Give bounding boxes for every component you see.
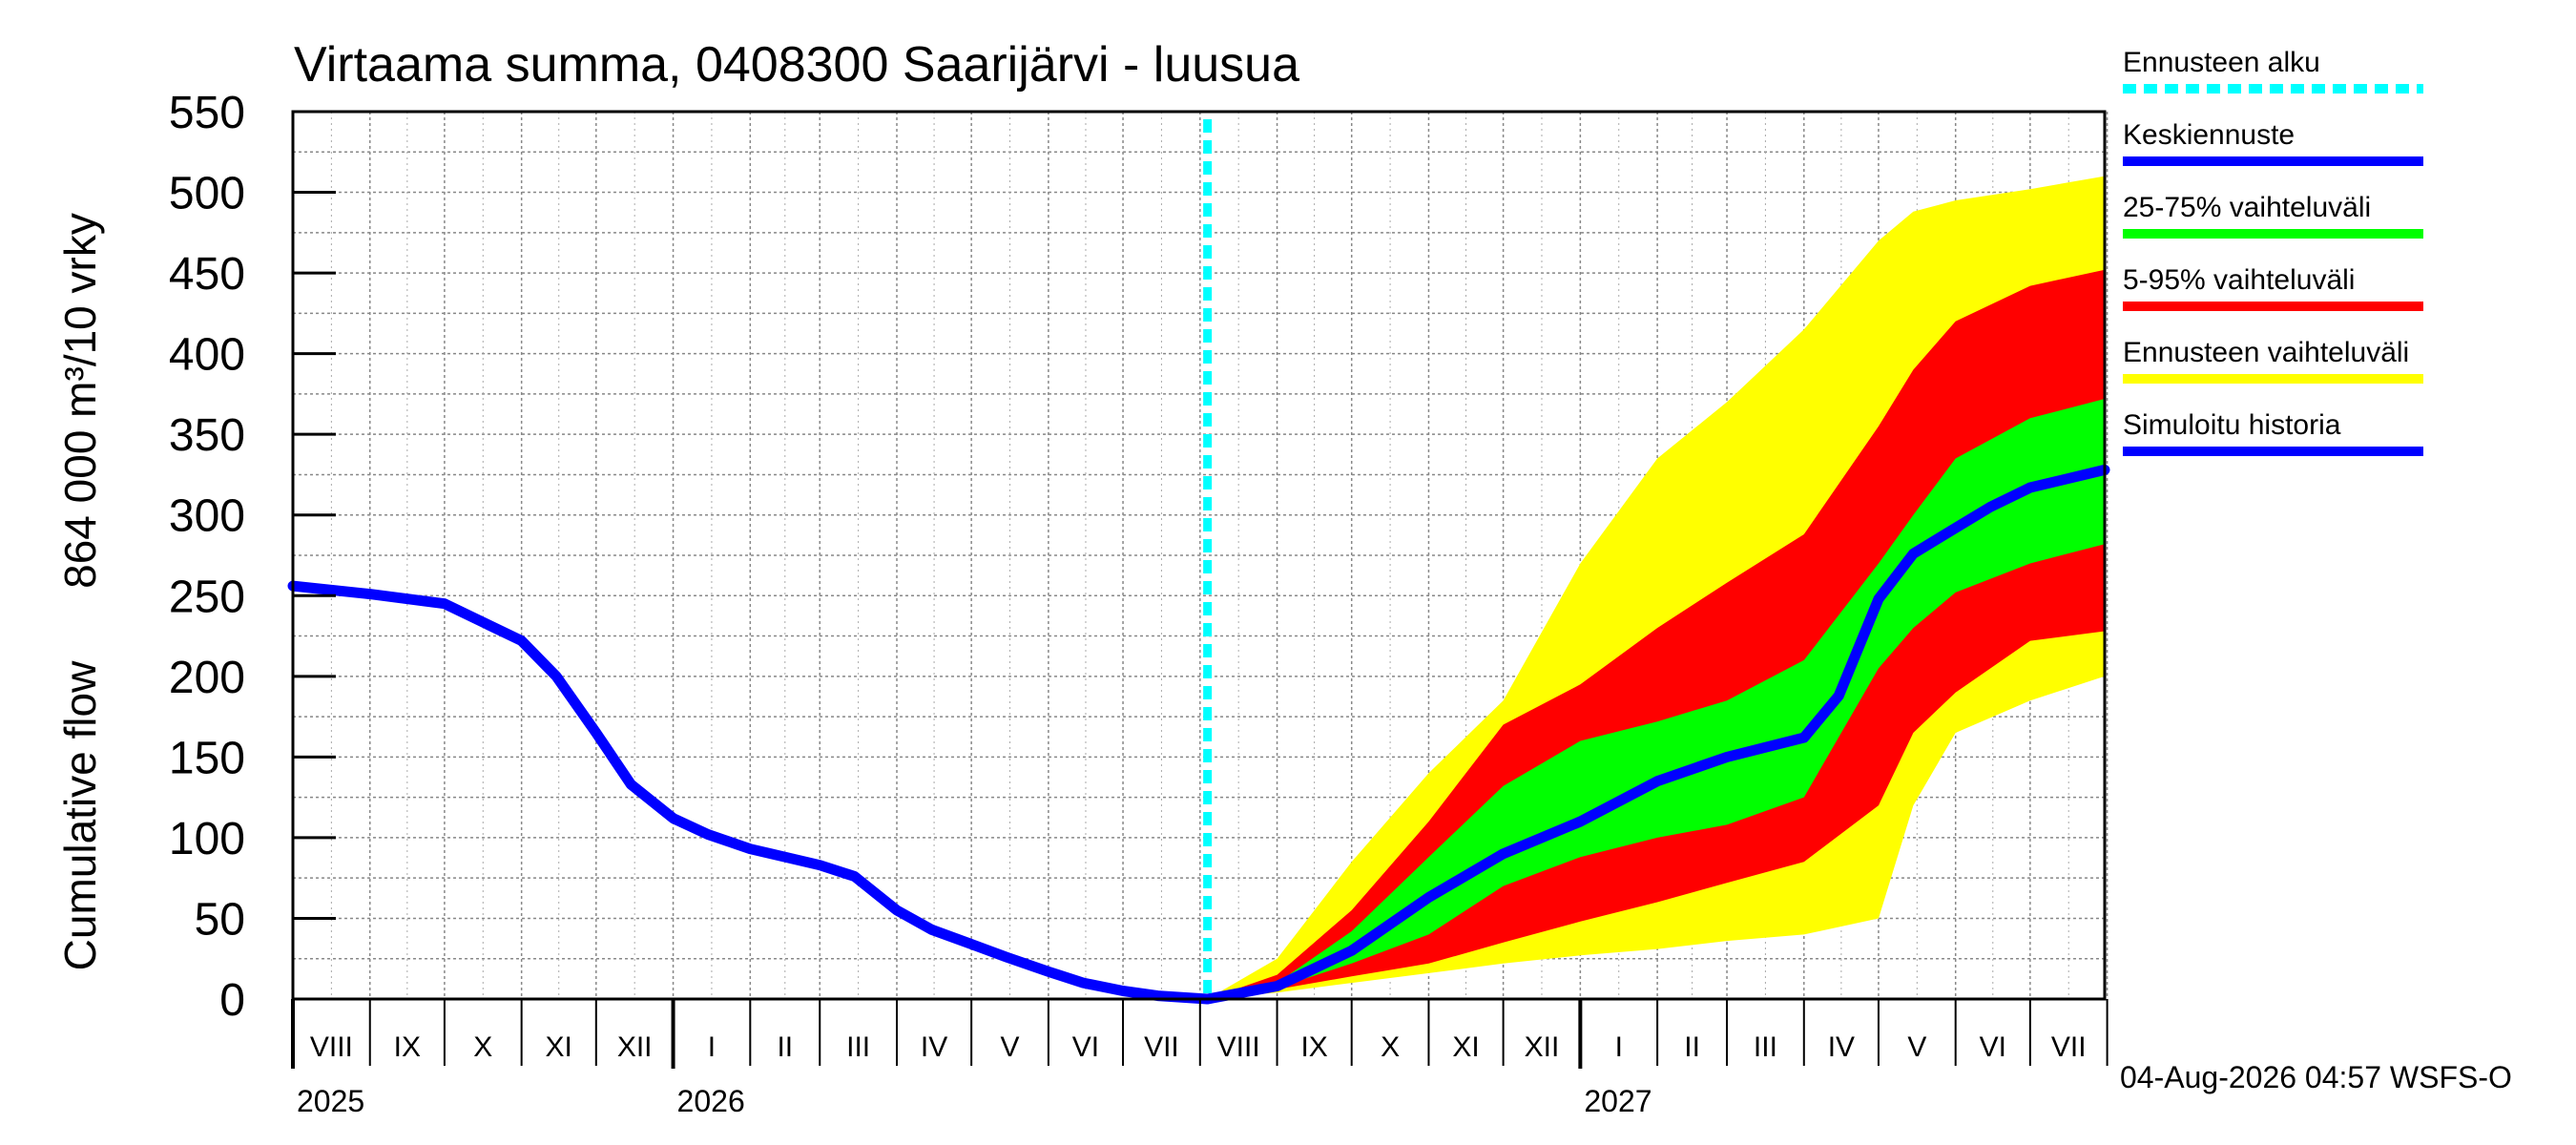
y-tick-label: 400 xyxy=(169,330,245,381)
y-tick-label: 300 xyxy=(169,491,245,542)
x-tick-label: V xyxy=(1907,1031,1926,1063)
y-tick-label: 200 xyxy=(169,653,245,703)
y-tick-label: 150 xyxy=(169,733,245,783)
x-tick-label: III xyxy=(846,1031,870,1063)
x-tick-label: VI xyxy=(1980,1031,2006,1063)
x-tick-label: VIII xyxy=(310,1031,353,1063)
x-tick-label: X xyxy=(1381,1031,1400,1063)
x-tick-label: XII xyxy=(617,1031,653,1063)
x-tick-label: III xyxy=(1754,1031,1777,1063)
legend-label: 5-95% vaihteluväli xyxy=(2123,264,2355,296)
chart-title: Virtaama summa, 0408300 Saarijärvi - luu… xyxy=(294,37,1299,93)
y-tick-label: 250 xyxy=(169,572,245,622)
x-tick-label: VII xyxy=(1144,1031,1179,1063)
x-tick-label: X xyxy=(473,1031,492,1063)
band-25-75-vaihteluv-li xyxy=(1207,399,2105,999)
y-tick-label: 350 xyxy=(169,410,245,461)
x-tick-label: IX xyxy=(394,1031,421,1063)
x-tick-label: IV xyxy=(1828,1031,1855,1063)
legend-label: Ennusteen vaihteluväli xyxy=(2123,337,2409,368)
x-tick-label: XII xyxy=(1525,1031,1560,1063)
x-tick-label: VII xyxy=(2051,1031,2087,1063)
legend-label: Ennusteen alku xyxy=(2123,47,2320,78)
legend-label: Simuloitu historia xyxy=(2123,409,2341,441)
series-lines xyxy=(287,119,2110,1005)
series-keskiennuste xyxy=(1202,464,2110,1005)
series-simuloitu-historia xyxy=(287,580,1214,1005)
x-tick-label: XI xyxy=(1452,1031,1479,1063)
y-tick-label: 550 xyxy=(169,88,245,138)
y-axis-label-units: 864 000 m³/10 vrky xyxy=(55,213,105,589)
x-tick-label: I xyxy=(1615,1031,1623,1063)
y-tick-label: 50 xyxy=(195,894,245,945)
x-tick-label: V xyxy=(1001,1031,1020,1063)
x-tick-label: I xyxy=(708,1031,716,1063)
x-tick-label: XI xyxy=(546,1031,572,1063)
year-label: 2026 xyxy=(677,1084,745,1118)
x-tick-label: VI xyxy=(1072,1031,1099,1063)
y-tick-label: 450 xyxy=(169,249,245,300)
footer-timestamp: 04-Aug-2026 04:57 WSFS-O xyxy=(2120,1060,2512,1094)
y-tick-label: 500 xyxy=(169,169,245,219)
legend-label: Keskiennuste xyxy=(2123,119,2295,151)
year-label: 2027 xyxy=(1584,1084,1652,1118)
y-tick-label: 100 xyxy=(169,814,245,864)
x-tick-label: IX xyxy=(1300,1031,1327,1063)
forecast-bands xyxy=(1207,176,2105,1000)
y-axis-label-name: Cumulative flow xyxy=(55,660,105,970)
x-tick-label: IV xyxy=(921,1031,947,1063)
x-tick-label: II xyxy=(1684,1031,1700,1063)
year-label: 2025 xyxy=(297,1084,364,1118)
band-5-95-vaihteluv-li xyxy=(1207,269,2105,999)
x-tick-label: VIII xyxy=(1217,1031,1260,1063)
y-tick-label: 0 xyxy=(219,975,245,1026)
legend-label: 25-75% vaihteluväli xyxy=(2123,192,2371,223)
legend: Ennusteen alku Keskiennuste 25-75% vaihtel… xyxy=(2123,47,2423,456)
x-tick-label: II xyxy=(777,1031,793,1063)
